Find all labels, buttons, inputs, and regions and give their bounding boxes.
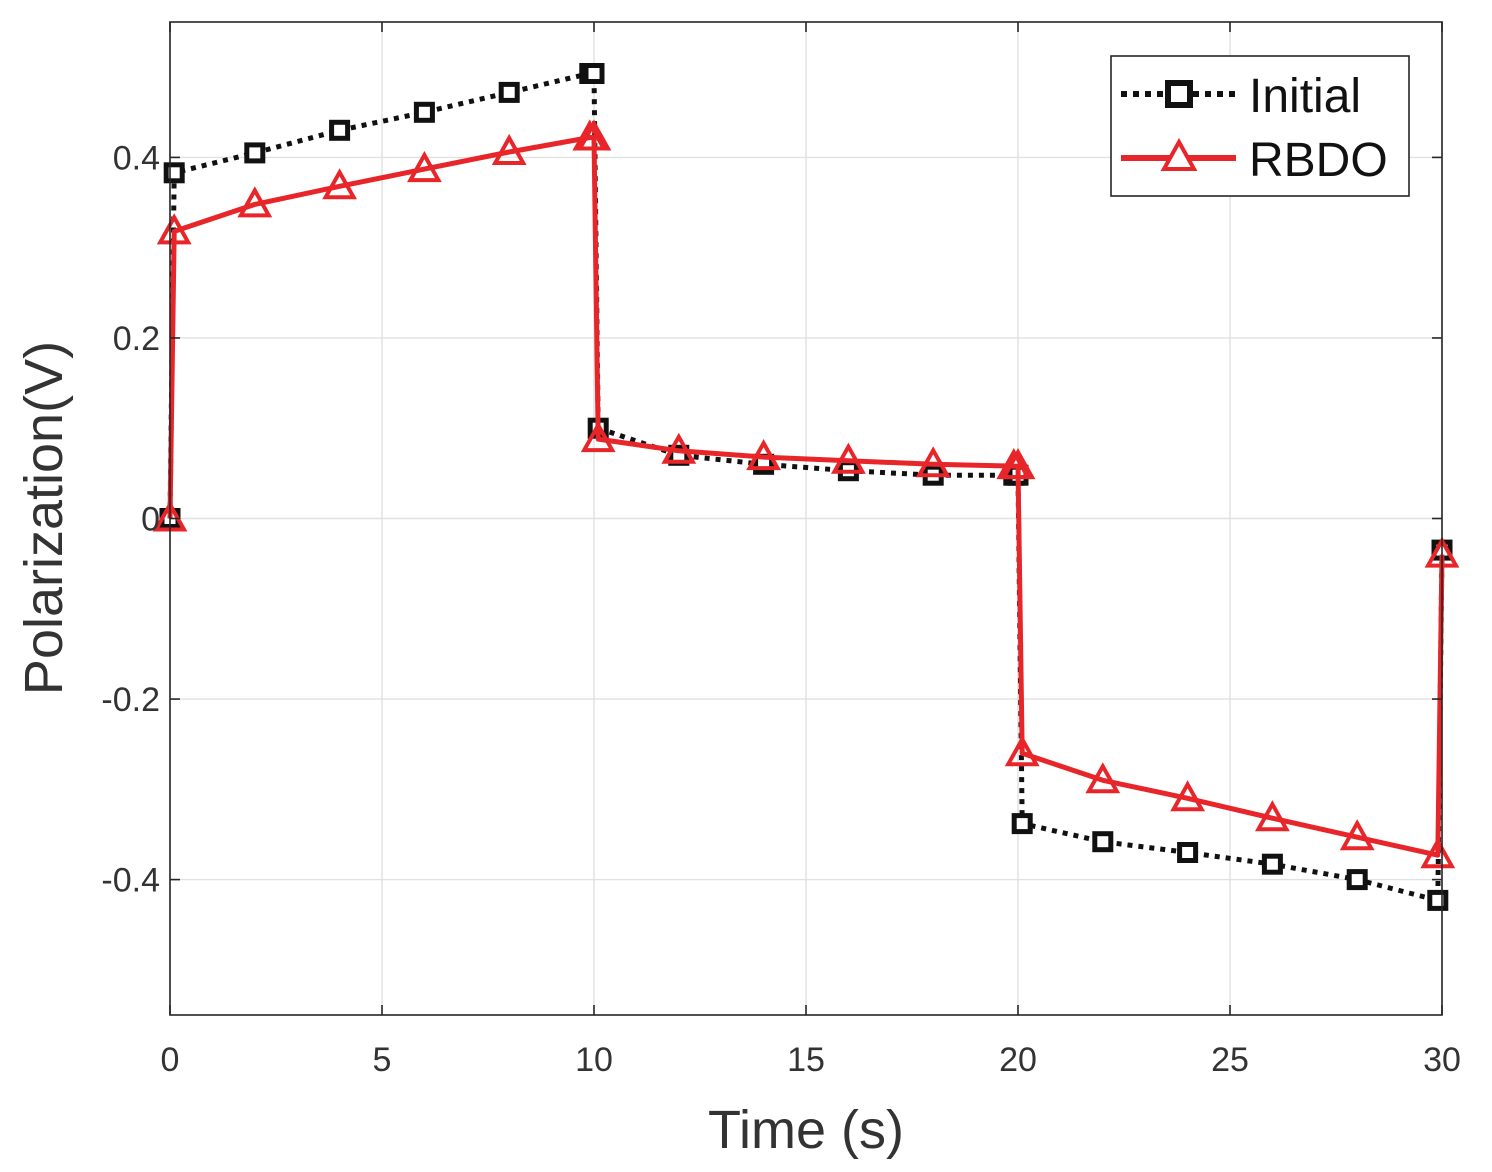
data-point-rbdo [661, 432, 697, 464]
x-tick-label: 20 [999, 1041, 1037, 1079]
data-point-initial [244, 142, 266, 164]
y-tick-label: 0.4 [113, 139, 160, 177]
legend-marker-initial [1165, 80, 1193, 108]
y-axis-label: Polarization(V) [14, 341, 74, 695]
series-line-rbdo [167, 135, 1445, 858]
x-tick-label: 0 [161, 1041, 180, 1079]
series-line-initial [167, 71, 1445, 903]
data-point-rbdo [1170, 780, 1206, 812]
data-point-initial [163, 162, 185, 184]
legend-marker-rbdo [1160, 137, 1198, 171]
ticks: 0 5 10 15 20 25 30 -0.4 -0.2 0 0.2 0.4 [101, 22, 1461, 1079]
data-point-initial [1092, 831, 1114, 853]
data-point-initial [498, 81, 520, 103]
data-point-rbdo [406, 151, 442, 183]
data-point-rbdo [1420, 837, 1456, 869]
y-tick-label: -0.4 [101, 862, 160, 900]
series-rbdo [152, 119, 1460, 869]
data-point-initial [1011, 813, 1033, 835]
data-point-rbdo [746, 439, 782, 471]
legend: Initial RBDO [1110, 55, 1410, 197]
data-point-rbdo [237, 186, 273, 218]
data-point-rbdo [576, 119, 612, 151]
x-tick-label: 5 [373, 1041, 392, 1079]
data-point-rbdo [156, 213, 192, 245]
data-point-initial [583, 63, 605, 84]
data-point-rbdo [1004, 735, 1040, 767]
data-point-rbdo [915, 446, 951, 478]
y-tick-label: 0 [141, 501, 160, 539]
x-axis-label: Time (s) [708, 1100, 904, 1160]
data-point-initial [1177, 842, 1199, 863]
data-point-initial [413, 101, 435, 123]
x-tick-label: 30 [1423, 1041, 1461, 1079]
data-point-rbdo [830, 442, 866, 474]
data-point-rbdo [322, 168, 358, 200]
data-point-rbdo [1085, 762, 1121, 794]
x-tick-label: 15 [787, 1041, 825, 1079]
data-point-initial [1261, 853, 1283, 875]
data-point-rbdo [1339, 819, 1375, 851]
data-point-initial [1346, 869, 1368, 891]
x-tick-label: 10 [575, 1041, 613, 1079]
data-point-rbdo [1254, 800, 1290, 832]
data-point-initial [329, 119, 351, 141]
legend-label-rbdo: RBDO [1249, 134, 1388, 187]
data-point-initial [1427, 889, 1449, 911]
data-point-rbdo [491, 133, 527, 165]
legend-box [1110, 55, 1410, 197]
data-point-rbdo [580, 421, 616, 453]
data-point-rbdo [1000, 448, 1036, 480]
x-tick-label: 25 [1211, 1041, 1249, 1079]
legend-label-initial: Initial [1249, 70, 1361, 123]
y-tick-label: -0.2 [101, 681, 160, 719]
y-tick-label: 0.2 [113, 320, 160, 358]
